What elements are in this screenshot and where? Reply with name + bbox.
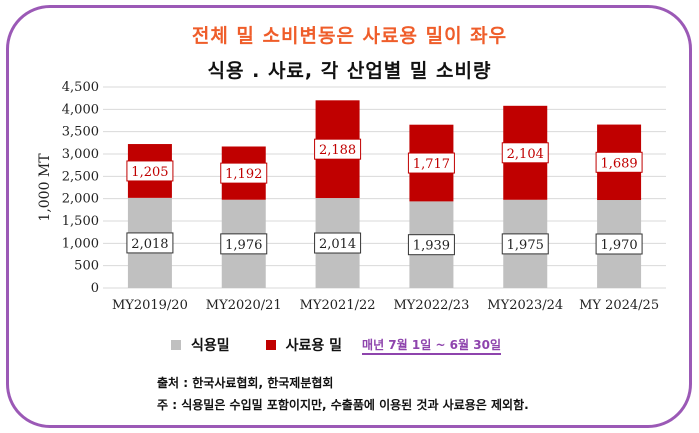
data-label-box-food-wheat xyxy=(314,232,362,254)
data-label-box-food-wheat xyxy=(595,233,643,255)
x-tick-label: MY2021/22 xyxy=(300,298,376,313)
data-label-feed-wheat: 1,205 xyxy=(131,165,168,180)
data-label-box-food-wheat xyxy=(407,234,455,256)
data-label-feed-wheat: 2,188 xyxy=(319,143,356,158)
x-tick-label: MY2019/20 xyxy=(112,298,188,313)
data-label-box-feed-wheat xyxy=(501,142,549,164)
data-label-feed-wheat: 1,689 xyxy=(600,156,637,171)
headline: 전체 밀 소비변동은 사료용 밀이 좌우 xyxy=(191,25,508,47)
data-label-food-wheat: 1,939 xyxy=(413,239,450,254)
data-label-feed-wheat: 1,192 xyxy=(225,167,262,182)
y-tick-label: 3,000 xyxy=(62,147,99,162)
data-label-box-feed-wheat xyxy=(314,138,362,160)
legend-label-food-wheat: 식용밀 xyxy=(191,338,230,354)
y-tick-label: 4,500 xyxy=(62,80,99,95)
y-tick-label: 4,000 xyxy=(62,102,99,117)
data-label-box-feed-wheat xyxy=(595,151,643,173)
data-label-food-wheat: 2,014 xyxy=(319,237,356,252)
data-label-box-feed-wheat xyxy=(220,162,268,184)
x-tick-label: MY2023/24 xyxy=(487,298,563,313)
footnote: 주 : 식용밀은 수입밀 포함이지만, 수출품에 이용된 것과 사료용은 제외함… xyxy=(157,398,529,412)
x-tick-label: MY2020/21 xyxy=(206,298,282,313)
y-tick-label: 2,500 xyxy=(62,169,99,184)
x-tick-label: MY2022/23 xyxy=(393,298,469,313)
data-label-food-wheat: 1,976 xyxy=(225,238,262,253)
data-label-box-food-wheat xyxy=(220,233,268,255)
legend-label-feed-wheat: 사료용 밀 xyxy=(285,338,343,354)
data-label-feed-wheat: 2,104 xyxy=(507,147,544,162)
data-label-food-wheat: 1,970 xyxy=(600,238,637,253)
chart-title: 식용 . 사료, 각 산업별 밀 소비량 xyxy=(207,60,492,82)
x-tick-label: MY 2024/25 xyxy=(579,298,659,313)
y-axis-label: 1,000 MT xyxy=(37,153,53,222)
data-label-box-food-wheat xyxy=(501,233,549,255)
period-note: 매년 7월 1일 ~ 6월 30일 xyxy=(362,336,501,355)
data-label-food-wheat: 1,975 xyxy=(507,238,544,253)
legend-swatch-food-wheat xyxy=(171,340,181,350)
data-label-feed-wheat: 1,717 xyxy=(413,157,450,172)
y-tick-label: 2,000 xyxy=(62,192,99,207)
legend: 식용밀 사료용 밀 매년 7월 1일 ~ 6월 30일 xyxy=(171,335,501,355)
y-tick-label: 1,500 xyxy=(62,214,99,229)
y-tick-label: 1,000 xyxy=(62,236,99,251)
data-label-box-feed-wheat xyxy=(126,160,174,182)
data-label-box-feed-wheat xyxy=(407,152,455,174)
y-tick-label: 500 xyxy=(74,259,99,274)
data-label-box-food-wheat xyxy=(126,232,174,254)
y-tick-label: 3,500 xyxy=(62,125,99,140)
data-label-food-wheat: 2,018 xyxy=(131,237,168,252)
y-tick-label: 0 xyxy=(91,281,99,296)
legend-swatch-feed-wheat xyxy=(265,340,276,350)
source-note: 출처 : 한국사료협회, 한국제분협회 xyxy=(157,376,334,390)
